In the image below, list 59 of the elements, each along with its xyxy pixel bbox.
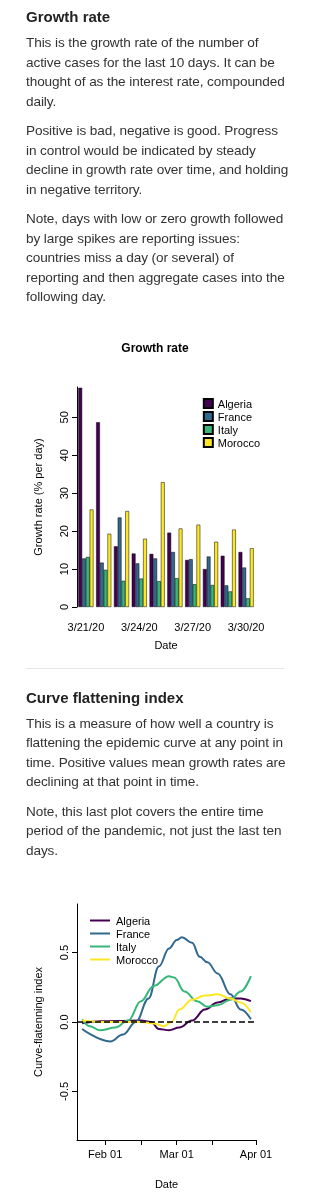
x-tick-label: 3/21/20 [67, 620, 105, 632]
text: Note, days with low or zero growth followed by large spikes are reporting issues: countries miss a day (or several) of reporting and then aggregate cases into the following day. [26, 210, 286, 306]
bar [185, 559, 189, 607]
y-tick-label: 10 [57, 562, 70, 575]
chart-subtitle: Growth rate [26, 8, 112, 25]
legend-label: Italy [217, 423, 239, 435]
legend-label: France [217, 410, 253, 422]
bar [214, 541, 219, 607]
bar [117, 516, 122, 607]
x-tick-label: Apr 01 [239, 1147, 273, 1160]
bar [89, 509, 94, 607]
bar [238, 551, 243, 607]
bar [107, 533, 112, 607]
bar [167, 532, 172, 607]
bar [131, 553, 136, 607]
bar [196, 524, 201, 607]
x-axis-title: Date [154, 1177, 179, 1190]
bar [188, 558, 193, 607]
legend-label: Italy [116, 940, 137, 953]
y-tick-label: 30 [57, 486, 70, 499]
legend-label: Algeria [217, 397, 253, 409]
y-axis-title: Curve-flatenning index [31, 966, 44, 1078]
text: This is the growth rate of the number of active cases for the last 10 days. It can be thought of as the interest rate, compounded daily. [26, 34, 286, 111]
y-tick-label: -0.5 [57, 1081, 70, 1101]
x-tick-label: 3/27/20 [174, 620, 212, 632]
line-series [81, 936, 252, 1043]
y-tick-label: 0 [57, 603, 70, 610]
x-axis-title: Date [154, 638, 178, 650]
y-tick-label: 40 [57, 448, 70, 461]
x-tick-label: Mar 01 [159, 1147, 194, 1160]
y-tick-label: 20 [57, 524, 70, 537]
y-tick-label: 0.0 [57, 1014, 70, 1030]
bar [125, 510, 130, 607]
bar [153, 557, 158, 607]
x-tick-label: Feb 01 [88, 1147, 123, 1160]
bar [96, 421, 100, 607]
bar [160, 481, 165, 607]
bar [249, 547, 254, 607]
x-tick-label: 3/30/20 [227, 620, 265, 632]
chart-subtitle: Curve flattening index [26, 688, 185, 706]
y-tick-label: 50 [57, 410, 70, 423]
text: This is a measure of how well a country is flattening the epidemic curve at any point in time. Positive values mean growth rates are declining at that point in time. [26, 714, 287, 791]
bar [143, 538, 147, 607]
x-tick-label: 3/24/20 [120, 620, 158, 632]
bar [149, 553, 154, 607]
text: Note, this last plot covers the entire time period of the pandemic, not just the last ten days. [26, 802, 283, 860]
y-axis-title: Growth rate (% per day) [31, 437, 44, 556]
bar [178, 527, 183, 607]
bar [220, 555, 225, 607]
chart-title: Growth rate [121, 340, 189, 355]
bar [206, 556, 211, 607]
legend-label: Morocco [116, 953, 159, 966]
legend-label: Morocco [217, 436, 261, 448]
bar [232, 529, 236, 607]
text: Positive is bad, negative is good. Progress in control would be indicated by steady decline in growth rate over time, and holding in negative territory. [26, 122, 290, 199]
legend-label: France [116, 927, 151, 940]
line-series [81, 975, 252, 1032]
y-tick-label: 0.5 [57, 944, 70, 961]
legend-label: Algeria [116, 914, 152, 927]
